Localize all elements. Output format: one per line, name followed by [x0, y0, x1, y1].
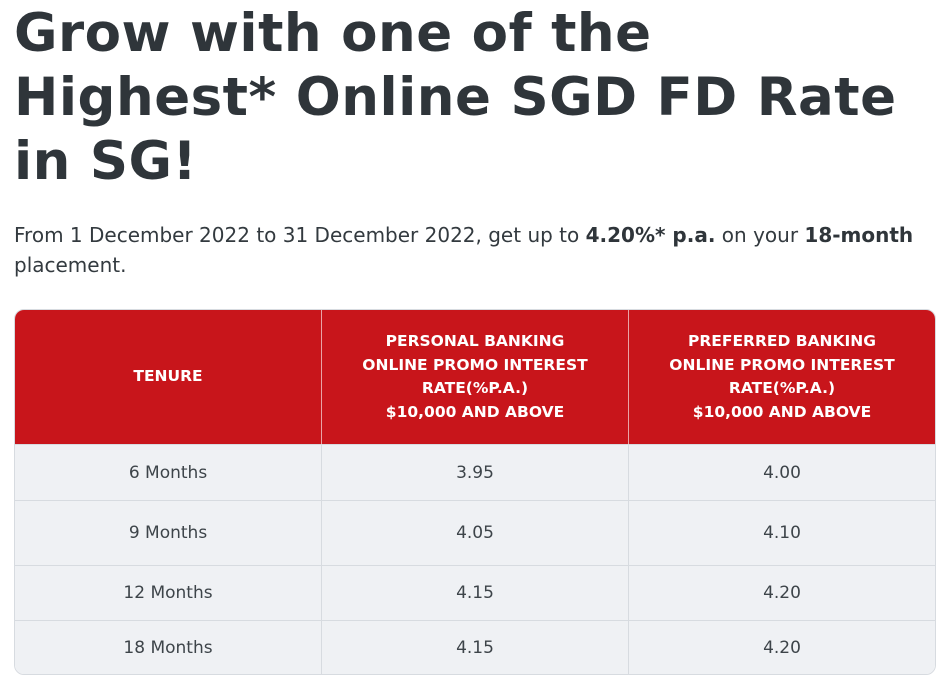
promo-description-middle: on your: [715, 223, 805, 247]
header-preferred-line-2: ONLINE PROMO INTEREST: [669, 355, 895, 374]
header-tenure: TENURE: [15, 310, 321, 444]
header-personal-line-4: $10,000 AND ABOVE: [385, 402, 565, 421]
header-preferred-line-4: $10,000 AND ABOVE: [692, 402, 872, 421]
header-preferred-line-3: RATE(%P.A.): [728, 379, 836, 397]
headline-line-1: Grow with one of the: [14, 3, 652, 64]
header-personal-line-2: ONLINE PROMO INTEREST: [362, 355, 588, 374]
preferred-rate-cell: 4.20: [628, 621, 935, 674]
header-personal-line-3: RATE(%P.A.): [421, 379, 529, 397]
table-row: 9 Months 4.05 4.10: [15, 500, 935, 565]
preferred-rate-cell: 4.00: [628, 445, 935, 500]
interest-rate-table: TENURE PERSONAL BANKING ONLINE PROMO INT…: [14, 309, 936, 675]
header-preferred-line-1: PREFERRED BANKING: [687, 332, 877, 350]
headline-line-3: in SG!: [14, 131, 198, 192]
personal-rate-cell: 3.95: [321, 445, 628, 500]
headline-line-2: Highest* Online SGD FD Rate: [14, 67, 897, 128]
personal-rate-cell: 4.05: [321, 501, 628, 565]
tenure-cell: 18 Months: [123, 637, 213, 658]
table-row: 18 Months 4.15 4.20: [15, 620, 935, 674]
tenure-cell: 9 Months: [128, 523, 208, 543]
personal-rate-cell: 4.15: [321, 621, 628, 674]
header-preferred-banking: PREFERRED BANKING ONLINE PROMO INTEREST …: [628, 310, 935, 444]
table-header-row: TENURE PERSONAL BANKING ONLINE PROMO INT…: [15, 310, 935, 444]
personal-rate-cell: 4.15: [321, 566, 628, 620]
tenure-cell: 12 Months: [123, 583, 213, 603]
promo-tenure-highlight: 18-month: [804, 223, 914, 247]
table-row: 12 Months 4.15 4.20: [15, 565, 935, 620]
header-personal-line-1: PERSONAL BANKING: [385, 332, 565, 350]
promo-description-prefix: From 1 December 2022 to 31 December 2022…: [14, 223, 586, 247]
promo-rate-highlight: 4.20%* p.a.: [585, 223, 716, 247]
page-headline: Grow with one of the Highest* Online SGD…: [14, 2, 934, 194]
header-personal-banking: PERSONAL BANKING ONLINE PROMO INTEREST R…: [321, 310, 628, 444]
preferred-rate-cell: 4.20: [628, 566, 935, 620]
promo-description: From 1 December 2022 to 31 December 2022…: [14, 220, 914, 280]
table-row: 6 Months 3.95 4.00: [15, 444, 935, 500]
promo-description-suffix: placement.: [14, 253, 127, 277]
header-tenure-label: TENURE: [133, 367, 203, 386]
tenure-cell: 6 Months: [128, 462, 208, 483]
preferred-rate-cell: 4.10: [628, 501, 935, 565]
